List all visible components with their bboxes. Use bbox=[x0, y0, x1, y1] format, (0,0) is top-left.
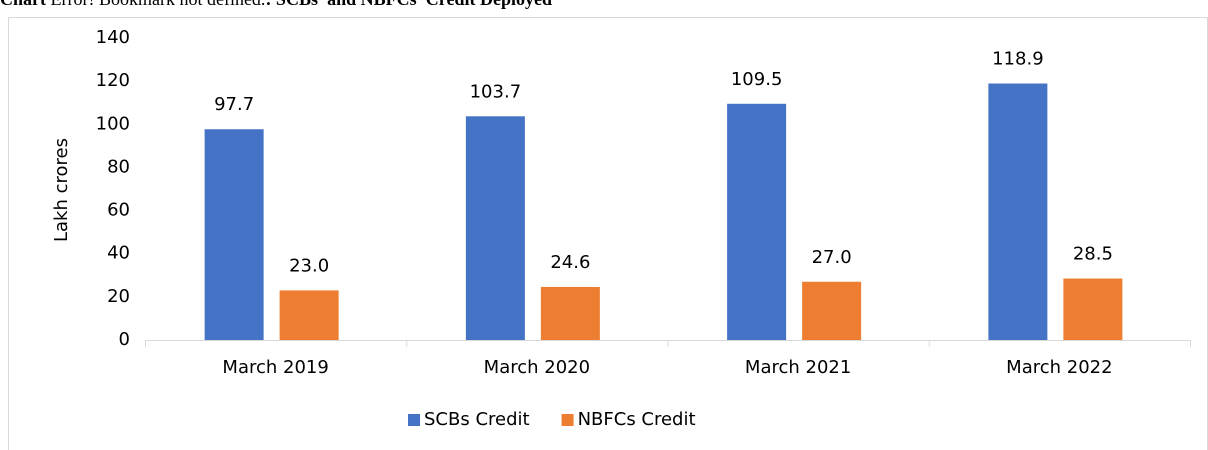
bar bbox=[727, 103, 787, 341]
bar bbox=[279, 290, 339, 340]
chart-title: Chart Error! Bookmark not defined.: SCBs… bbox=[0, 0, 552, 9]
data-label: 27.0 bbox=[812, 247, 852, 268]
y-tick-label: 20 bbox=[107, 286, 130, 307]
bar bbox=[988, 83, 1048, 340]
data-label: 23.0 bbox=[289, 255, 329, 276]
y-tick-label: 120 bbox=[96, 70, 130, 91]
y-axis-label: Lakh crores bbox=[51, 138, 72, 242]
y-tick-label: 100 bbox=[96, 113, 130, 134]
legend-swatch bbox=[561, 414, 574, 426]
y-tick-label: 140 bbox=[96, 27, 130, 48]
title-lead: Chart bbox=[0, 0, 46, 9]
x-tick-label: March 2021 bbox=[745, 357, 851, 378]
title-rest: : SCBs’ and NBFCs’ Credit Deployed bbox=[265, 0, 552, 9]
data-label: 109.5 bbox=[731, 69, 783, 90]
bar bbox=[802, 281, 862, 340]
legend-swatch bbox=[408, 414, 420, 426]
legend-label: SCBs Credit bbox=[424, 409, 530, 430]
data-label: 103.7 bbox=[470, 81, 522, 102]
bar bbox=[540, 286, 600, 340]
x-tick-label: March 2022 bbox=[1006, 357, 1112, 378]
y-tick-label: 40 bbox=[107, 243, 130, 264]
legend-label: NBFCs Credit bbox=[578, 409, 696, 430]
x-tick-label: March 2019 bbox=[222, 357, 328, 378]
data-label: 28.5 bbox=[1073, 244, 1113, 265]
data-label: 118.9 bbox=[992, 49, 1044, 70]
y-tick-label: 0 bbox=[119, 329, 130, 350]
bar bbox=[204, 129, 264, 340]
y-tick-label: 80 bbox=[107, 156, 130, 177]
bar bbox=[1063, 278, 1123, 340]
title-error: Error! Bookmark not defined. bbox=[51, 0, 266, 9]
x-tick-label: March 2020 bbox=[484, 357, 590, 378]
data-label: 97.7 bbox=[214, 94, 254, 115]
bar bbox=[465, 116, 525, 340]
y-tick-label: 60 bbox=[107, 200, 130, 221]
data-label: 24.6 bbox=[550, 252, 590, 273]
